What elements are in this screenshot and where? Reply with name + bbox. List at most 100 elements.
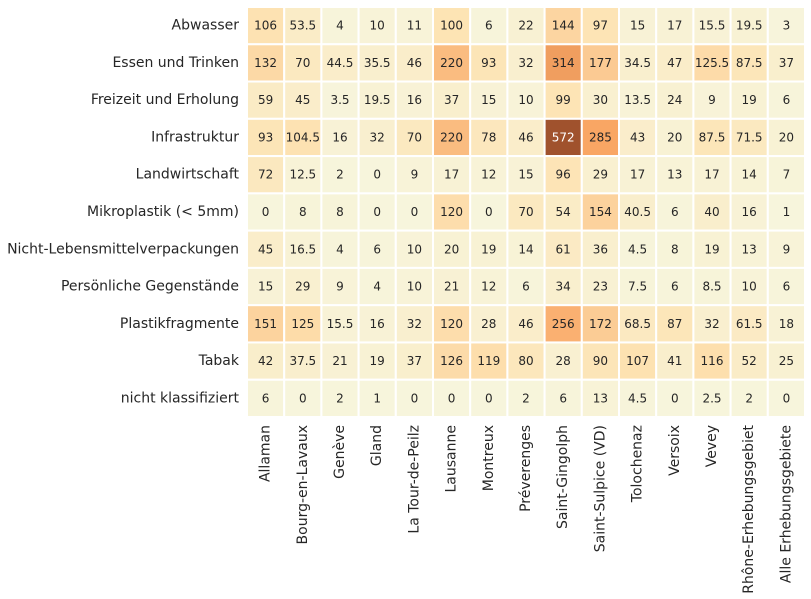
heatmap-cell [580,117,620,158]
heatmap-cell [469,229,509,269]
cell-value-label: 8 [336,205,344,219]
cell-value-label: 15.5 [327,317,354,331]
cell-value-label: 7 [783,168,791,182]
heatmap-cell [432,304,472,344]
cell-value-label: 59 [258,93,273,107]
heatmap-cell [655,155,695,195]
heatmap-cell [469,304,509,344]
cell-value-label: 19 [742,93,757,107]
cell-value-label: 10 [407,280,422,294]
cell-value-label: 28 [481,317,496,331]
heatmap-cell [580,6,620,46]
cell-value-label: 22 [518,19,533,33]
cell-value-label: 19.5 [364,93,391,107]
heatmap-cell [432,155,472,195]
cell-value-label: 37 [444,93,459,107]
cell-value-label: 9 [708,93,716,107]
row-label-essen-und-trinken: Essen und Trinken [112,55,239,71]
cell-value-label: 120 [440,205,463,219]
cell-value-label: 0 [485,205,493,219]
heatmap-cell [357,155,397,195]
column-label-saint-sulpice-vd: Saint-Sulpice (VD) [592,425,608,552]
cell-value-label: 45 [295,93,310,107]
cell-value-label: 93 [258,130,273,144]
cell-value-label: 6 [262,391,270,405]
cell-value-label: 99 [556,93,571,107]
cell-value-label: 572 [552,130,575,144]
cell-value-label: 53.5 [289,19,316,33]
column-label-lausanne: Lausanne [444,425,460,492]
column-labels: Allaman Bourg-en-Lavaux Genève Gland La Tour… [258,425,795,594]
column-label-gland: Gland [369,425,385,466]
cell-value-label: 1 [373,391,381,405]
cell-value-label: 144 [552,19,575,33]
heatmap-cell [655,341,695,381]
cell-value-label: 285 [589,130,612,144]
cell-value-label: 0 [448,391,456,405]
cell-value-label: 17 [704,168,719,182]
cell-value-label: 10 [407,242,422,256]
cell-value-label: 9 [783,242,791,256]
heatmap-cell [506,304,546,344]
cell-value-label: 10 [518,93,533,107]
column-label-montreux: Montreux [481,425,497,491]
heatmap-cell [729,304,769,344]
cell-value-label: 40.5 [624,205,651,219]
row-label-abwasser: Abwasser [172,18,240,34]
column-label-tolochenaz: Tolochenaz [630,425,646,503]
cell-value-label: 3 [783,19,791,33]
column-label-saint-gingolph: Saint-Gingolph [555,425,571,529]
row-label-mikroplastik-5mm: Mikroplastik (< 5mm) [87,204,239,220]
cell-value-label: 18 [779,317,794,331]
heatmap-cell [283,43,323,83]
heatmap-cell [655,304,695,344]
cell-value-label: 43 [630,130,645,144]
cell-value-label: 46 [407,56,422,70]
cell-value-label: 4 [373,280,381,294]
row-label-nicht-lebensmittelverpackungen: Nicht-Lebensmittelverpackungen [7,241,239,257]
cell-value-label: 2 [522,391,530,405]
heatmap-cell [618,304,658,344]
cell-value-label: 2.5 [702,391,721,405]
cell-value-label: 54 [556,205,571,219]
heatmap-cell [394,117,434,158]
cell-value-label: 2 [745,391,753,405]
heatmap-cell [766,43,806,83]
heatmap-cell [320,192,360,232]
cell-value-label: 32 [518,56,533,70]
cell-value-label: 68.5 [624,317,651,331]
heatmap-cell [692,341,732,381]
heatmap-cell [320,266,360,307]
cell-value-label: 87.5 [736,56,763,70]
cell-value-label: 6 [373,242,381,256]
cell-value-label: 17 [630,168,645,182]
cell-value-label: 17 [667,19,682,33]
heatmap-cell [469,341,509,381]
cell-value-label: 19 [370,354,385,368]
heatmap-cell [580,341,620,381]
heatmap-cells [246,6,806,418]
cell-value-label: 1 [783,205,791,219]
heatmap-cell [655,43,695,83]
cell-value-label: 71.5 [736,130,763,144]
column-label-vevey: Vevey [704,425,720,467]
column-label-la-tour-de-peilz: La Tour-de-Peilz [406,425,422,534]
cell-value-label: 46 [518,130,533,144]
cell-value-label: 6 [783,93,791,107]
cell-value-label: 314 [552,56,575,70]
cell-value-label: 6 [559,391,567,405]
column-label-bourg-en-lavaux: Bourg-en-Lavaux [295,425,311,544]
cell-value-label: 15 [258,280,273,294]
cell-value-label: 106 [254,19,277,33]
cell-value-label: 16 [407,93,422,107]
cell-value-label: 29 [593,168,608,182]
heatmap-cell [506,341,546,381]
cell-value-label: 107 [626,354,649,368]
cell-value-label: 0 [299,391,307,405]
cell-value-label: 154 [589,205,612,219]
cell-value-label: 100 [440,19,463,33]
cell-value-label: 70 [407,130,422,144]
cell-value-label: 29 [295,280,310,294]
